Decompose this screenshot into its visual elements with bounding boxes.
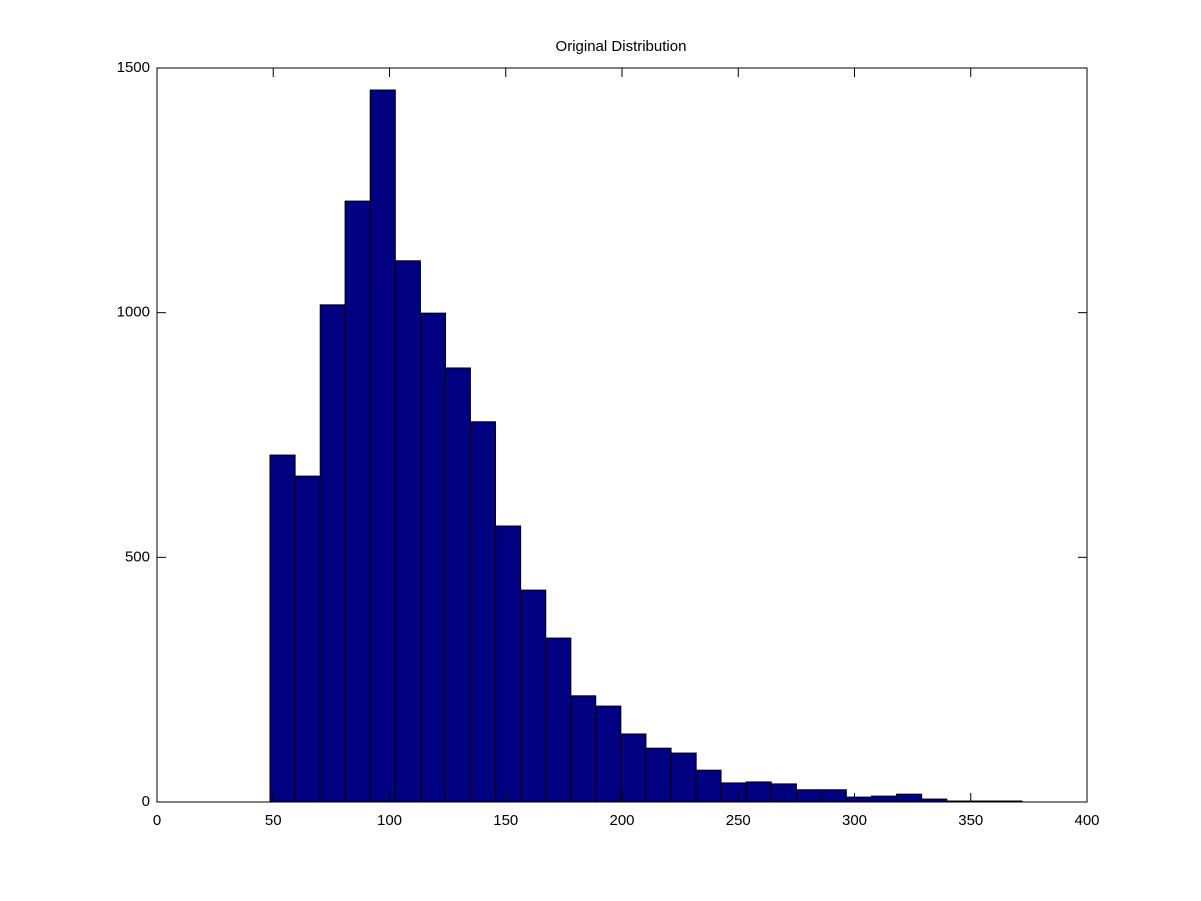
- y-tick-label: 1500: [117, 59, 150, 76]
- bar: [720, 782, 747, 803]
- x-tick-label: 150: [493, 812, 518, 829]
- x-tick-label: 350: [958, 812, 983, 829]
- bar: [344, 200, 371, 803]
- bar: [445, 367, 471, 803]
- bar: [770, 783, 797, 803]
- y-tick-label: 0: [142, 793, 150, 810]
- bar: [294, 475, 321, 803]
- chart-title: Original Distribution: [556, 38, 687, 55]
- bar: [269, 454, 296, 803]
- y-tick-label: 500: [125, 548, 150, 565]
- bar: [394, 260, 421, 803]
- x-tick-label: 300: [842, 812, 867, 829]
- bar: [319, 304, 346, 803]
- bar: [820, 789, 847, 803]
- bar: [469, 421, 497, 803]
- bar: [495, 525, 522, 803]
- bar: [896, 793, 923, 803]
- bar: [419, 312, 447, 803]
- bar: [570, 695, 597, 803]
- x-tick-label: 400: [1074, 812, 1099, 829]
- x-tick-label: 200: [609, 812, 634, 829]
- x-tick-label: 50: [265, 812, 282, 829]
- x-tick-label: 250: [726, 812, 751, 829]
- bar: [369, 89, 396, 803]
- bar: [545, 637, 572, 803]
- y-tick-label: 1000: [117, 304, 150, 321]
- bar: [845, 796, 872, 803]
- bar: [520, 589, 547, 803]
- bar: [620, 733, 647, 803]
- bar: [695, 769, 722, 803]
- x-tick-label: 100: [377, 812, 402, 829]
- bar: [670, 752, 697, 803]
- bar: [870, 795, 898, 803]
- bar: [645, 747, 672, 803]
- bar: [745, 781, 772, 803]
- bar: [595, 705, 622, 803]
- bar: [795, 789, 822, 803]
- x-tick-label: 0: [153, 812, 161, 829]
